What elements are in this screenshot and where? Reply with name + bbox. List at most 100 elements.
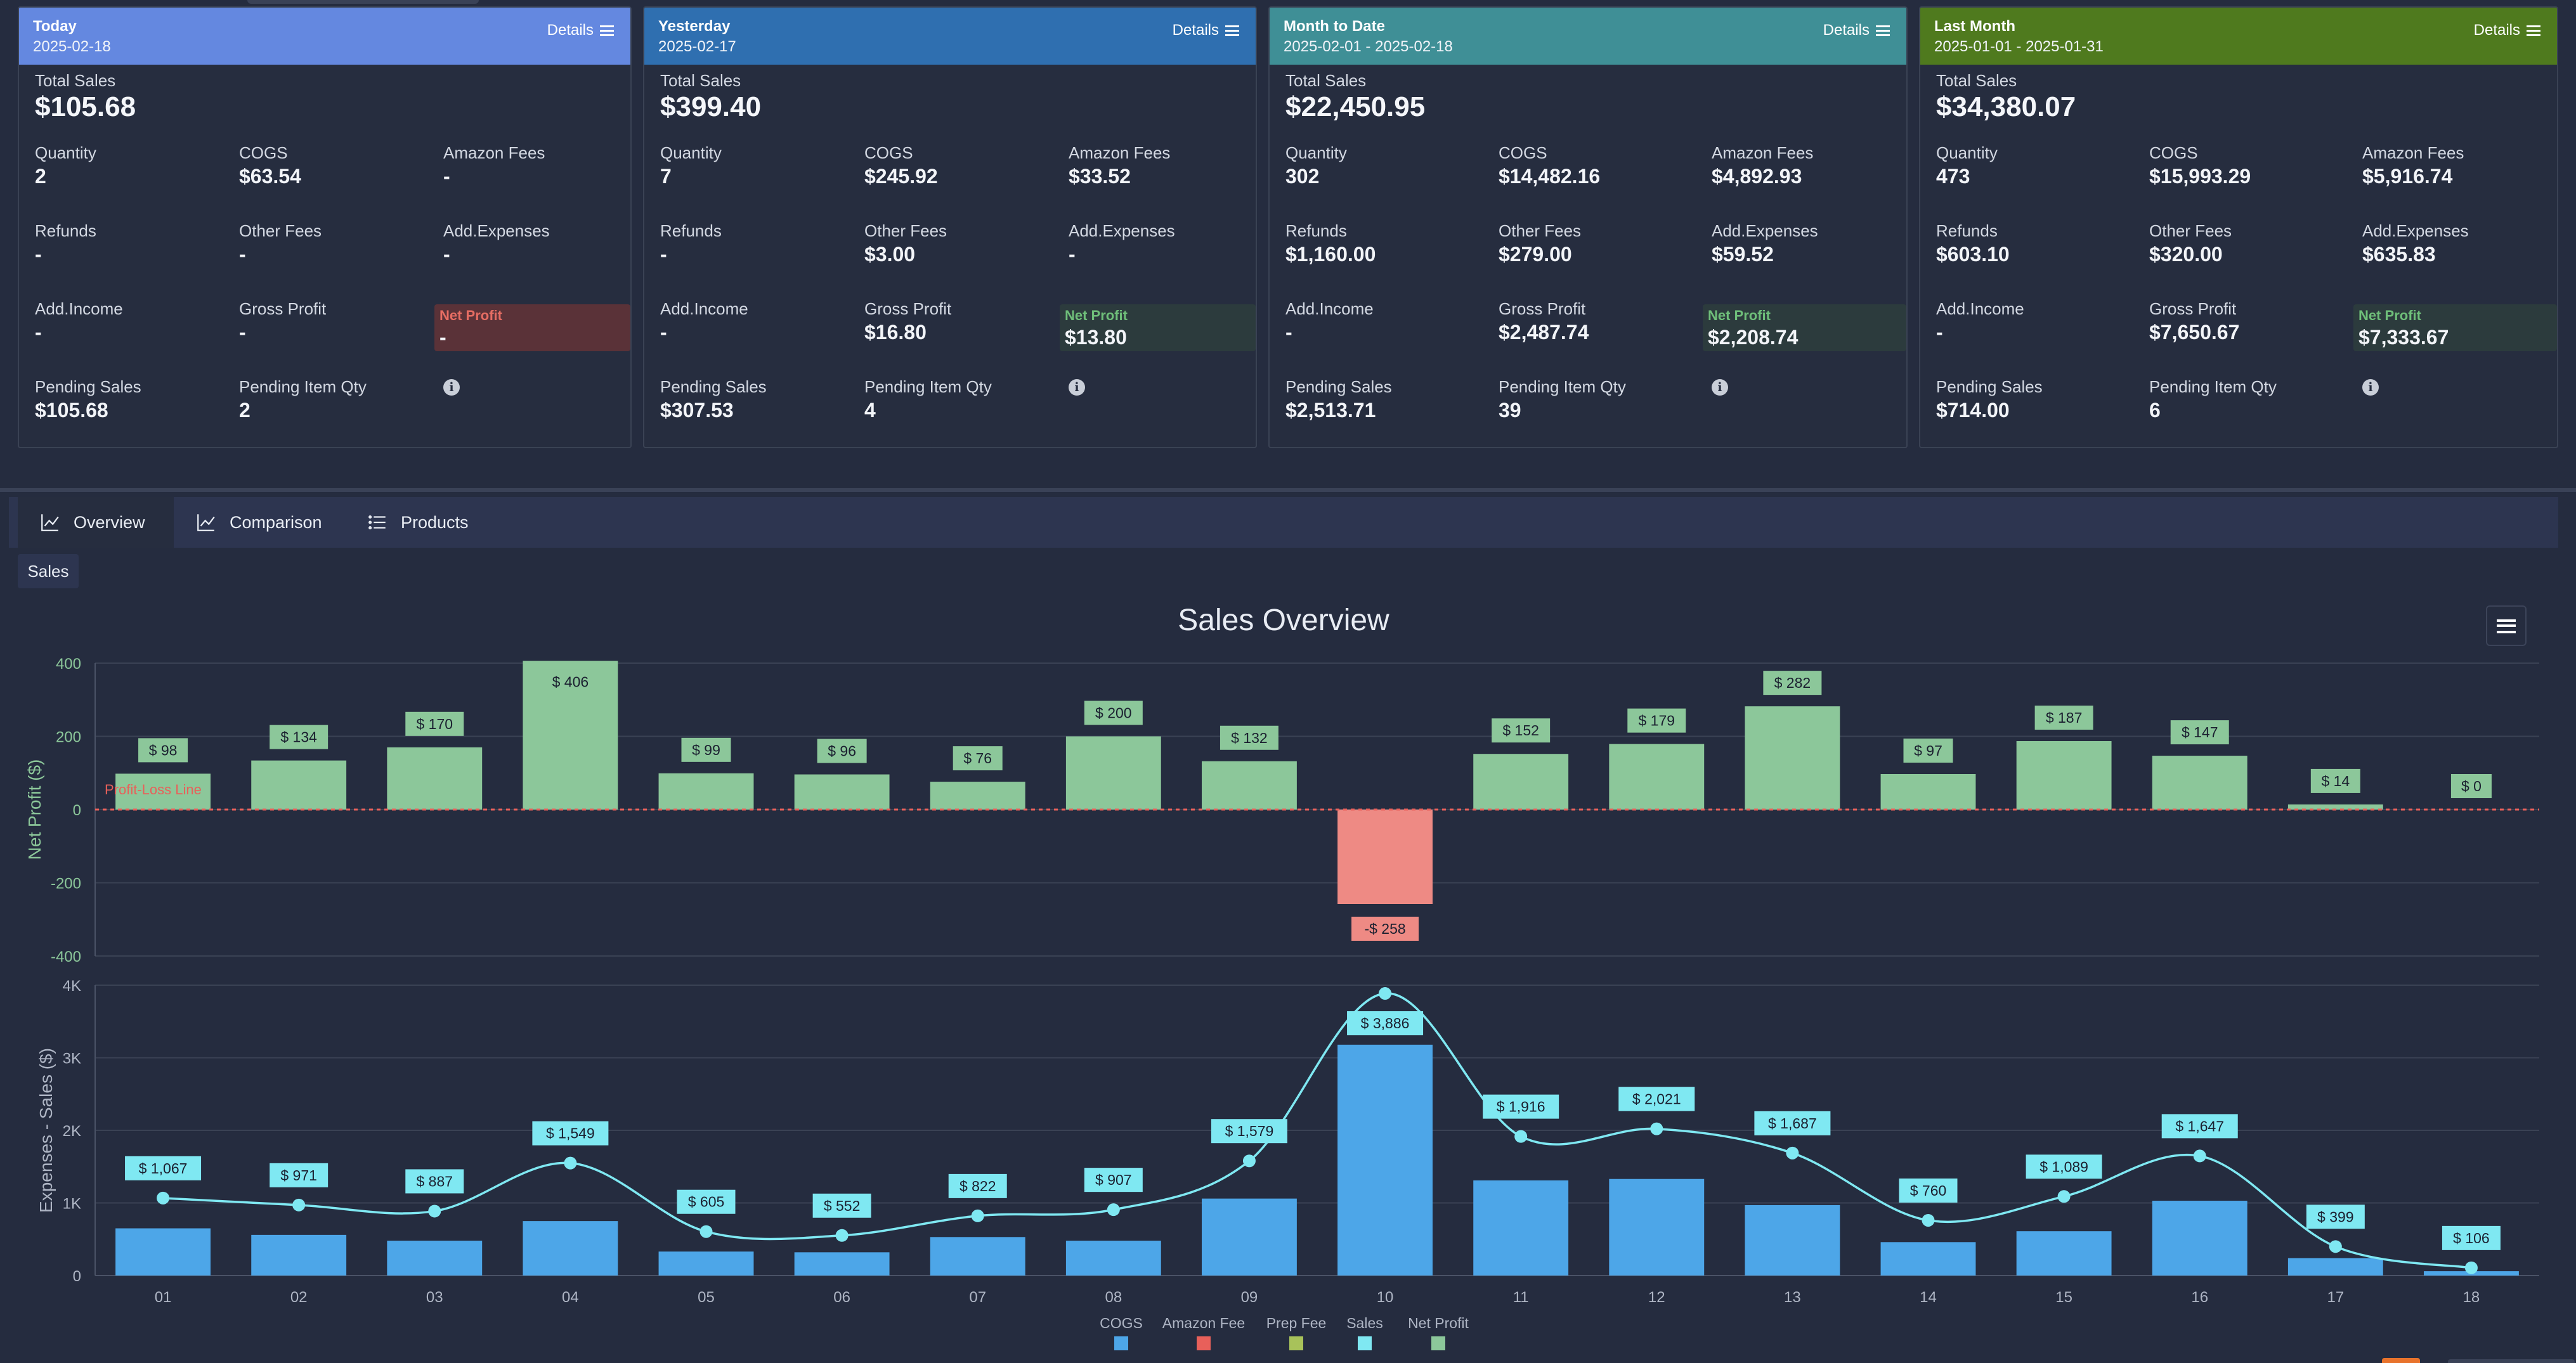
details-label: Details (547, 22, 594, 39)
tab-overview-label: Overview (74, 512, 145, 532)
data-label-box (2442, 1225, 2501, 1250)
y-tick-label: 1K (63, 1196, 81, 1213)
amazon-fees-value: $5,916.74 (2362, 165, 2453, 188)
details-button[interactable]: Details (2474, 22, 2540, 39)
x-tick-label: 05 (698, 1289, 715, 1306)
data-label: $ 97 (1914, 742, 1942, 759)
other-fees-label: Other Fees (2149, 221, 2232, 240)
pending-sales-value: $2,513.71 (1285, 399, 1376, 422)
legend-swatch (1114, 1336, 1128, 1350)
cogs-bar (1745, 1205, 1840, 1276)
add-expenses-value: - (1069, 243, 1076, 266)
cogs-value: $14,482.16 (1499, 165, 1601, 188)
data-label: $ 2,021 (1632, 1091, 1681, 1108)
gross-profit-value: - (239, 321, 246, 344)
total-sales-value: $22,450.95 (1285, 91, 1426, 122)
add-income-label: Add.Income (35, 299, 123, 318)
gross-profit-value: $2,487.74 (1499, 321, 1589, 344)
cogs-bar (523, 1221, 618, 1276)
legend-swatch (1358, 1336, 1372, 1350)
x-tick-label: 12 (1648, 1289, 1665, 1306)
net-profit-box: Net Profit - (434, 304, 630, 351)
add-income-value: - (1936, 321, 1943, 344)
amazon-fees-label: Amazon Fees (1069, 143, 1171, 162)
details-button[interactable]: Details (1173, 22, 1239, 39)
tab-comparison-label: Comparison (230, 512, 322, 532)
chart-menu-button[interactable] (2486, 605, 2527, 646)
data-label-box (1220, 725, 1278, 750)
gross-profit-label: Gross Profit (2149, 299, 2237, 318)
cogs-label: COGS (1499, 143, 1547, 162)
data-label-box (2170, 720, 2229, 745)
amazon-fees-label: Amazon Fees (443, 143, 545, 162)
card-title: Month to Date (1284, 18, 1385, 35)
metric-quantity: Quantity 7 (660, 142, 722, 189)
sales-point (2329, 1240, 2342, 1253)
y-tick-label: 0 (73, 1268, 81, 1285)
net-profit-bar (2287, 804, 2383, 810)
card-header: Month to Date 2025-02-01 - 2025-02-18 De… (1270, 8, 1906, 65)
add-expenses-label: Add.Expenses (2362, 221, 2469, 240)
data-label-box (1754, 1111, 1831, 1135)
refunds-label: Refunds (660, 221, 722, 240)
data-label-box (1903, 738, 1953, 763)
subtab-sales[interactable]: Sales (18, 554, 79, 588)
other-fees-label: Other Fees (864, 221, 947, 240)
data-label: $ 282 (1774, 675, 1811, 691)
tab-comparison[interactable]: Comparison (174, 497, 345, 548)
info-icon[interactable]: i (443, 379, 460, 396)
data-label-box (2306, 1205, 2365, 1229)
card-title: Last Month (1934, 18, 2015, 35)
info-icon[interactable]: i (1712, 379, 1728, 396)
refunds-value: - (35, 243, 42, 266)
profit-loss-line-label: Profit-Loss Line (105, 782, 202, 798)
data-label-box (1347, 1011, 1424, 1036)
metric-other-fees: Other Fees $320.00 (2149, 220, 2232, 267)
data-label: $ 907 (1095, 1172, 1132, 1188)
data-label-box (405, 711, 464, 736)
net-profit-bar (1202, 761, 1297, 810)
legend-label: Sales (1346, 1315, 1383, 1331)
metric-amazon-fees: Amazon Fees $4,892.93 (1712, 142, 1813, 189)
x-tick-label: 14 (1920, 1289, 1937, 1306)
tab-overview[interactable]: Overview (18, 497, 174, 548)
net-profit-box: Net Profit $2,208.74 (1703, 304, 1906, 351)
info-icon[interactable]: i (1069, 379, 1085, 396)
data-label-box (1763, 671, 1822, 695)
net-profit-bar (1065, 736, 1161, 810)
tab-products[interactable]: Products (345, 497, 491, 548)
metric-add-income: Add.Income - (660, 298, 748, 345)
y-tick-label: -200 (51, 875, 81, 893)
add-expenses-value: $59.52 (1712, 243, 1774, 266)
data-label: $ 14 (2321, 773, 2350, 789)
data-label: $ 132 (1231, 730, 1268, 746)
net-profit-label: Net Profit (2358, 307, 2421, 323)
data-label: $ 147 (2182, 724, 2218, 740)
metric-pending-sales: Pending Sales $105.68 (35, 376, 141, 423)
pending-item-qty-value: 39 (1499, 399, 1521, 422)
add-income-value: - (35, 321, 42, 344)
y-tick-label: 0 (73, 802, 81, 819)
add-income-label: Add.Income (1936, 299, 2024, 318)
details-button[interactable]: Details (1823, 22, 1890, 39)
metric-cogs: COGS $245.92 (864, 142, 938, 189)
quantity-value: 2 (35, 165, 46, 188)
cogs-bar (115, 1228, 211, 1276)
data-label-box (1084, 701, 1143, 725)
data-label: $ 106 (2453, 1230, 2490, 1246)
details-button[interactable]: Details (547, 22, 614, 39)
details-label: Details (2473, 22, 2520, 39)
other-fees-value: $279.00 (1499, 243, 1572, 266)
cogs-bar (2016, 1231, 2112, 1276)
metric-refunds: Refunds - (35, 220, 96, 267)
info-icon[interactable]: i (2362, 379, 2379, 396)
card-date-range: 2025-02-01 - 2025-02-18 (1284, 38, 1453, 55)
net-profit-bar (930, 782, 1025, 810)
metric-refunds: Refunds $603.10 (1936, 220, 2010, 267)
add-expenses-label: Add.Expenses (1069, 221, 1175, 240)
metric-quantity: Quantity 302 (1285, 142, 1347, 189)
refunds-label: Refunds (35, 221, 96, 240)
data-label: $ 605 (688, 1194, 725, 1210)
data-label: $ 760 (1910, 1182, 1947, 1199)
net-profit-bar (1337, 810, 1433, 904)
